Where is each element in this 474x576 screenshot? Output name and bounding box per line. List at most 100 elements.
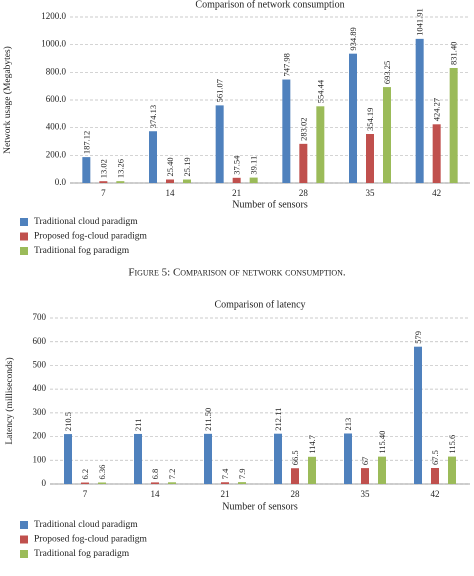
- y-tick-label: 0.0: [55, 177, 67, 187]
- bar: [291, 468, 299, 484]
- bar: [282, 79, 291, 183]
- bar: [316, 106, 325, 183]
- x-tick-label: 14: [166, 188, 176, 198]
- x-tick-label: 7: [101, 188, 106, 198]
- bar: [448, 456, 456, 484]
- y-tick-label: 600: [33, 336, 47, 346]
- bar: [431, 467, 439, 484]
- value-label: 374.13: [148, 105, 158, 128]
- bar: [166, 179, 174, 183]
- bar: [151, 482, 159, 484]
- value-label: 7.9: [237, 469, 247, 480]
- value-label: 67.5: [430, 450, 440, 465]
- bar: [81, 482, 89, 484]
- bar: [183, 179, 191, 183]
- legend-swatch: [20, 232, 28, 241]
- y-tick-label: 200.0: [46, 149, 67, 159]
- value-label: 67: [360, 457, 370, 466]
- x-tick-label: 42: [432, 188, 441, 198]
- value-label: 115.6: [447, 435, 457, 454]
- value-label: 424.27: [432, 98, 442, 121]
- value-label: 25.40: [165, 157, 175, 176]
- legend-label: Traditional cloud paradigm: [34, 217, 138, 227]
- value-label: 354.19: [365, 108, 375, 131]
- bar: [204, 433, 212, 484]
- y-tick-label: 100: [33, 454, 47, 464]
- value-label: 39.11: [249, 156, 259, 175]
- bar: [274, 433, 282, 484]
- legend-swatch: [20, 218, 28, 226]
- bar: [349, 53, 357, 183]
- bar: [238, 482, 246, 484]
- legend-label: Traditional fog paradigm: [34, 548, 130, 559]
- bar: [361, 468, 369, 484]
- value-label: 13.26: [115, 159, 125, 178]
- value-label: 212.11: [273, 408, 283, 431]
- bar: [168, 482, 176, 484]
- y-axis-label: Network usage (Megabytes): [2, 46, 13, 154]
- chart-title: Comparison of network consumption: [195, 0, 344, 10]
- y-tick-label: 200: [33, 431, 47, 441]
- x-tick-label: 21: [221, 489, 230, 499]
- chart-title: Comparison of latency: [214, 299, 305, 310]
- x-axis-label: Number of sensors: [222, 501, 298, 512]
- value-label: 6.36: [97, 465, 107, 480]
- y-axis-label: Latency (milliseconds): [4, 357, 15, 444]
- value-label: 37.54: [232, 155, 242, 175]
- bar: [432, 124, 441, 183]
- y-tick-label: 600.0: [46, 94, 67, 104]
- y-tick-label: 400.0: [46, 122, 67, 132]
- value-label: 554.44: [315, 79, 325, 103]
- value-label: 693.25: [382, 61, 392, 84]
- bar: [134, 433, 142, 484]
- value-label: 187.12: [81, 131, 91, 154]
- bar: [116, 181, 125, 183]
- bar: [221, 482, 229, 484]
- bar: [215, 105, 224, 183]
- value-label: 210.5: [63, 412, 73, 431]
- bar: [308, 456, 316, 484]
- value-label: 747.98: [281, 53, 291, 76]
- value-label: 561.07: [215, 79, 225, 102]
- y-tick-label: 800.0: [46, 66, 67, 76]
- x-tick-label: 28: [299, 188, 309, 198]
- legend-swatch: [20, 535, 28, 544]
- y-tick-label: 1000.0: [41, 39, 66, 49]
- bar: [232, 177, 241, 183]
- y-tick-label: 0: [42, 478, 47, 488]
- legend-label: Proposed fog-cloud paradigm: [34, 231, 148, 242]
- bar: [82, 157, 91, 183]
- bar: [415, 38, 424, 184]
- value-label: 283.02: [298, 117, 308, 140]
- y-tick-label: 700: [33, 312, 47, 322]
- legend-label: Traditional cloud paradigm: [34, 520, 138, 530]
- value-label: 934.89: [348, 27, 358, 50]
- figure-caption: Figure 5: Comparison of network consumpt…: [128, 267, 346, 279]
- value-label: 1041.91: [415, 8, 425, 36]
- x-tick-label: 7: [83, 489, 88, 499]
- value-label: 211: [133, 419, 143, 431]
- value-label: 7.2: [167, 469, 177, 480]
- legend-label: Proposed fog-cloud paradigm: [34, 534, 148, 545]
- x-axis-label: Number of sensors: [232, 199, 308, 210]
- value-label: 66.5: [290, 450, 300, 465]
- legend-swatch: [20, 247, 28, 255]
- x-tick-label: 35: [361, 489, 371, 499]
- y-tick-label: 400: [33, 383, 47, 393]
- bar: [149, 131, 157, 183]
- value-label: 579: [413, 331, 423, 344]
- value-label: 7.4: [220, 468, 230, 479]
- bar: [98, 482, 106, 484]
- x-tick-label: 28: [291, 489, 301, 499]
- legend-swatch: [20, 521, 28, 529]
- bar: [414, 346, 422, 484]
- value-label: 114.7: [307, 435, 317, 454]
- value-label: 115.40: [377, 431, 387, 454]
- x-tick-label: 21: [232, 188, 241, 198]
- value-label: 211.50: [203, 408, 213, 431]
- bar: [383, 87, 391, 183]
- bar: [99, 181, 108, 183]
- y-tick-label: 300: [33, 407, 47, 417]
- y-tick-label: 1200.0: [41, 11, 66, 21]
